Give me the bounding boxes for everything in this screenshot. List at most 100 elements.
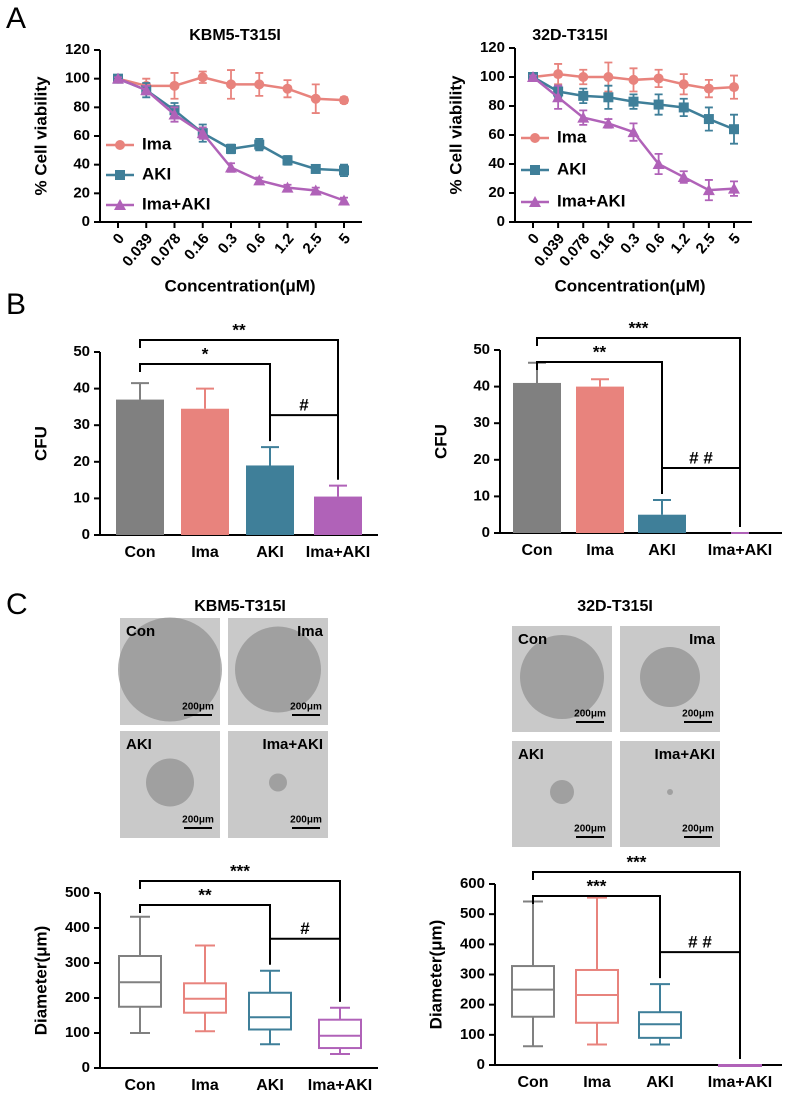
image-group-title: KBM5-T315I xyxy=(194,598,286,615)
y-tick-label: 20 xyxy=(73,453,90,470)
scale-bar-label: 200μm xyxy=(290,815,322,826)
y-tick-label: 100 xyxy=(65,70,90,87)
data-point xyxy=(653,99,664,110)
y-tick-label: 80 xyxy=(488,97,505,114)
significance-label: * xyxy=(202,344,209,363)
error-bar xyxy=(261,446,279,466)
x-tick-label: Ima+AKI xyxy=(708,1074,772,1091)
spheroid xyxy=(118,617,222,722)
y-tick-label: 20 xyxy=(473,451,490,468)
data-point xyxy=(226,143,236,154)
data-point xyxy=(602,117,615,129)
bar xyxy=(638,514,686,533)
whisker xyxy=(587,1022,607,1046)
significance-label: *** xyxy=(629,318,649,337)
legend-marker xyxy=(114,199,126,210)
significance-bracket xyxy=(139,904,271,965)
panel-label: A xyxy=(6,2,26,35)
data-point xyxy=(577,111,590,123)
significance-bracket xyxy=(269,414,339,480)
data-point xyxy=(112,72,124,84)
box xyxy=(318,1018,362,1050)
y-axis-label: CFU xyxy=(431,424,450,459)
x-tick-label: Con xyxy=(521,542,552,559)
panel-label: C xyxy=(6,588,28,621)
whisker xyxy=(195,944,215,984)
x-tick-label: AKI xyxy=(256,1077,284,1094)
image-group-title: 32D-T315I xyxy=(577,598,653,615)
significance-bracket xyxy=(536,361,663,495)
box xyxy=(575,968,619,1024)
y-tick-label: 600 xyxy=(460,875,485,892)
data-point xyxy=(603,92,614,103)
y-tick-label: 500 xyxy=(460,905,485,922)
data-point xyxy=(729,82,739,93)
significance-label: ** xyxy=(232,320,246,339)
x-tick-label: Ima+AKI xyxy=(708,542,772,559)
y-tick-label: 50 xyxy=(73,343,90,360)
data-point xyxy=(553,69,564,80)
x-tick-label: 0.078 xyxy=(147,230,184,270)
whisker xyxy=(130,1006,150,1034)
x-tick-label: Con xyxy=(124,1077,155,1094)
spheroid xyxy=(550,780,574,804)
y-axis-label: Diameter(μm) xyxy=(426,920,445,1030)
data-point xyxy=(578,72,589,82)
scale-bar-label: 200μm xyxy=(682,824,714,835)
x-tick-label: AKI xyxy=(256,544,284,561)
y-tick-label: 120 xyxy=(65,41,90,58)
x-tick-label: Ima xyxy=(191,1077,219,1094)
significance-label: # xyxy=(300,919,310,938)
x-tick-label: 0.6 xyxy=(642,230,668,257)
data-point xyxy=(703,83,714,94)
x-tick-label: 2.5 xyxy=(299,230,325,257)
x-tick-label: 5 xyxy=(726,230,744,247)
whisker xyxy=(523,1016,543,1048)
data-point xyxy=(140,84,153,96)
scale-bar-label: 200μm xyxy=(182,702,214,713)
chart-title: KBM5-T315I xyxy=(189,27,281,44)
significance-label: # xyxy=(299,396,309,415)
y-tick-label: 40 xyxy=(488,155,505,172)
y-tick-label: 30 xyxy=(473,414,490,431)
legend-marker xyxy=(530,165,540,175)
significance-label: ** xyxy=(593,342,607,361)
image-label: AKI xyxy=(518,746,544,763)
spheroid xyxy=(640,647,700,707)
data-point xyxy=(628,96,639,107)
data-point xyxy=(552,91,565,103)
x-tick-label: Con xyxy=(124,544,155,561)
legend-marker xyxy=(115,140,125,150)
x-tick-label: 5 xyxy=(336,230,354,247)
whisker xyxy=(587,896,607,970)
data-point xyxy=(603,72,614,82)
whisker xyxy=(523,900,543,967)
y-tick-label: 400 xyxy=(460,935,485,952)
legend-label: Ima xyxy=(557,127,587,146)
data-point xyxy=(678,79,689,90)
y-tick-label: 60 xyxy=(488,126,505,143)
data-point xyxy=(702,184,715,196)
image-label: AKI xyxy=(126,736,152,753)
y-tick-label: 100 xyxy=(65,1024,90,1041)
whisker xyxy=(260,1029,280,1046)
spheroid xyxy=(269,773,287,792)
whisker xyxy=(260,969,280,993)
data-point xyxy=(310,93,321,104)
image-label: Ima xyxy=(689,631,716,648)
y-axis-label: CFU xyxy=(31,426,50,461)
significance-label: *** xyxy=(627,852,647,871)
image-label: Ima+AKI xyxy=(655,746,715,763)
y-tick-label: 200 xyxy=(65,989,90,1006)
y-tick-label: 500 xyxy=(65,884,90,901)
y-tick-label: 60 xyxy=(73,127,90,144)
scale-bar-label: 200μm xyxy=(182,815,214,826)
legend-label: Ima+AKI xyxy=(142,194,211,213)
data-point xyxy=(729,124,739,135)
x-tick-label: 0.3 xyxy=(617,230,643,257)
y-tick-label: 100 xyxy=(460,1026,485,1043)
data-point xyxy=(282,155,293,166)
chart-title: 32D-T315I xyxy=(532,27,608,44)
significance-label: # # xyxy=(688,933,712,952)
